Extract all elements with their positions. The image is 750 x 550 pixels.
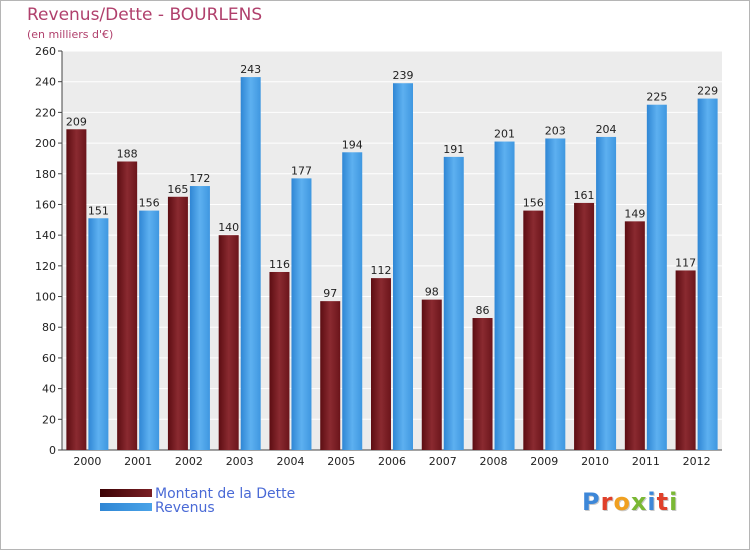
data-label-revenus: 239 [393,69,414,82]
y-tick-label: 180 [35,168,56,181]
bar-revenus [545,138,566,450]
y-tick-label: 260 [35,45,56,58]
data-label-dette: 116 [269,258,290,271]
logo-letter: P [582,488,601,516]
logo-letter: o [613,488,631,516]
bar-revenus [88,218,109,450]
x-tick-label: 2008 [480,455,508,468]
bar-dette [624,221,645,450]
data-label-revenus: 225 [646,91,667,104]
bar-revenus [291,178,312,450]
x-tick-label: 2002 [175,455,203,468]
data-label-revenus: 194 [342,138,363,151]
logo-letter: i [669,488,679,516]
bar-dette [523,210,544,450]
x-tick-label: 2006 [378,455,406,468]
y-tick-label: 160 [35,198,56,211]
legend-swatch-dette [100,489,152,497]
bar-dette [66,129,87,450]
bar-revenus [393,83,413,450]
data-label-dette: 149 [624,207,645,220]
y-tick-label: 20 [42,413,56,426]
y-tick-label: 240 [35,76,56,89]
bar-dette [269,271,290,450]
bar-dette [574,202,595,450]
bar-revenus [240,77,261,450]
x-tick-label: 2005 [327,455,355,468]
x-tick-label: 2012 [683,455,711,468]
data-label-dette: 86 [476,304,490,317]
data-label-revenus: 172 [189,172,210,185]
x-tick-label: 2011 [632,455,660,468]
data-label-revenus: 191 [443,143,464,156]
logo-letter: t [656,488,670,516]
bar-dette [117,161,138,450]
x-tick-label: 2004 [276,455,304,468]
data-label-dette: 140 [218,221,239,234]
data-label-dette: 161 [574,189,595,202]
y-tick-label: 140 [35,229,56,242]
bar-revenus [646,104,667,450]
data-label-dette: 98 [425,286,439,299]
data-label-dette: 209 [66,115,87,128]
y-tick-label: 200 [35,137,56,150]
y-tick-label: 120 [35,260,56,273]
bar-dette [218,235,239,450]
data-label-revenus: 243 [240,63,261,76]
legend-label-revenus: Revenus [155,500,215,516]
y-tick-label: 80 [42,321,56,334]
data-label-dette: 112 [371,264,392,277]
logo-letter: i [647,488,657,516]
bar-revenus [189,186,210,451]
bar-dette [371,278,391,450]
bar-dette [675,270,696,450]
y-tick-label: 100 [35,291,56,304]
data-label-revenus: 156 [139,197,160,210]
bar-dette [320,301,341,450]
data-label-dette: 188 [117,147,138,160]
bar-revenus [139,210,160,450]
data-label-revenus: 204 [596,123,617,136]
bar-revenus [596,136,617,450]
bar-revenus [697,98,718,451]
bar-dette [421,299,442,450]
data-label-revenus: 201 [494,128,515,141]
bar-revenus [443,156,464,450]
y-tick-label: 40 [42,383,56,396]
x-tick-label: 2003 [226,455,254,468]
plot-area [62,51,722,450]
data-label-revenus: 151 [88,204,109,217]
bar-dette [472,318,493,450]
data-label-revenus: 229 [697,85,718,98]
x-tick-label: 2007 [429,455,457,468]
x-tick-label: 2000 [73,455,101,468]
legend-label-dette: Montant de la Dette [155,486,296,502]
bar-revenus [342,152,363,451]
x-tick-label: 2010 [581,455,609,468]
logo-letter: x [630,488,648,516]
bar-dette [167,196,188,450]
data-label-dette: 117 [675,256,696,269]
proxiti-logo: Proxiti [582,488,678,516]
x-tick-label: 2009 [530,455,558,468]
logo-letter: r [600,488,614,516]
data-label-dette: 156 [523,197,544,210]
legend-swatch-revenus [100,503,152,511]
y-tick-label: 60 [42,352,56,365]
chart-title: Revenus/Dette - BOURLENS [27,5,263,25]
data-label-revenus: 177 [291,164,312,177]
data-label-dette: 97 [323,287,337,300]
data-label-revenus: 203 [545,124,566,137]
bar-revenus [494,141,515,451]
y-tick-label: 0 [49,444,56,457]
y-tick-label: 220 [35,106,56,119]
data-label-dette: 165 [167,183,188,196]
chart-subtitle: (en milliers d'€) [27,28,114,41]
x-tick-label: 2001 [124,455,152,468]
